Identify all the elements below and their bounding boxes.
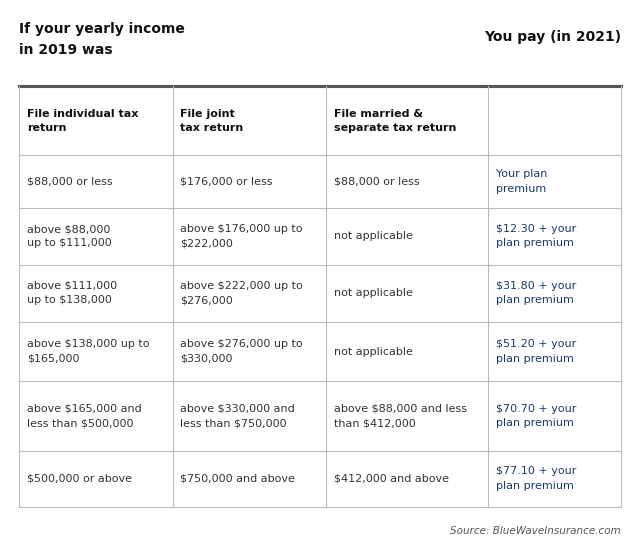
Text: $88,000 or less: $88,000 or less xyxy=(333,177,419,187)
Text: above $222,000 up to
$276,000: above $222,000 up to $276,000 xyxy=(180,281,303,306)
Text: If your yearly income
in 2019 was: If your yearly income in 2019 was xyxy=(19,22,185,57)
Text: above $176,000 up to
$222,000: above $176,000 up to $222,000 xyxy=(180,224,303,248)
Text: $12.30 + your
plan premium: $12.30 + your plan premium xyxy=(496,224,577,248)
Text: above $276,000 up to
$330,000: above $276,000 up to $330,000 xyxy=(180,339,303,364)
Text: not applicable: not applicable xyxy=(333,231,413,241)
Text: $412,000 and above: $412,000 and above xyxy=(333,474,449,483)
Text: $51.20 + your
plan premium: $51.20 + your plan premium xyxy=(496,339,577,364)
Text: above $330,000 and
less than $750,000: above $330,000 and less than $750,000 xyxy=(180,404,295,428)
Text: above $165,000 and
less than $500,000: above $165,000 and less than $500,000 xyxy=(27,404,141,428)
Text: $176,000 or less: $176,000 or less xyxy=(180,177,273,187)
Text: File individual tax
return: File individual tax return xyxy=(27,109,138,133)
Text: $88,000 or less: $88,000 or less xyxy=(27,177,113,187)
Text: You pay (in 2021): You pay (in 2021) xyxy=(484,30,621,44)
Text: not applicable: not applicable xyxy=(333,347,413,356)
Text: $750,000 and above: $750,000 and above xyxy=(180,474,295,483)
Text: $77.10 + your
plan premium: $77.10 + your plan premium xyxy=(496,467,577,491)
Text: above $88,000
up to $111,000: above $88,000 up to $111,000 xyxy=(27,224,111,248)
Text: above $88,000 and less
than $412,000: above $88,000 and less than $412,000 xyxy=(333,404,467,428)
Text: $31.80 + your
plan premium: $31.80 + your plan premium xyxy=(496,281,577,306)
Text: $500,000 or above: $500,000 or above xyxy=(27,474,132,483)
Text: $70.70 + your
plan premium: $70.70 + your plan premium xyxy=(496,404,577,428)
Text: not applicable: not applicable xyxy=(333,288,413,298)
Text: File married &
separate tax return: File married & separate tax return xyxy=(333,109,456,133)
Text: above $111,000
up to $138,000: above $111,000 up to $138,000 xyxy=(27,281,117,306)
Text: above $138,000 up to
$165,000: above $138,000 up to $165,000 xyxy=(27,339,149,364)
Text: Your plan
premium: Your plan premium xyxy=(496,170,547,194)
Text: Source: BlueWaveInsurance.com: Source: BlueWaveInsurance.com xyxy=(450,525,621,536)
Text: File joint
tax return: File joint tax return xyxy=(180,109,244,133)
